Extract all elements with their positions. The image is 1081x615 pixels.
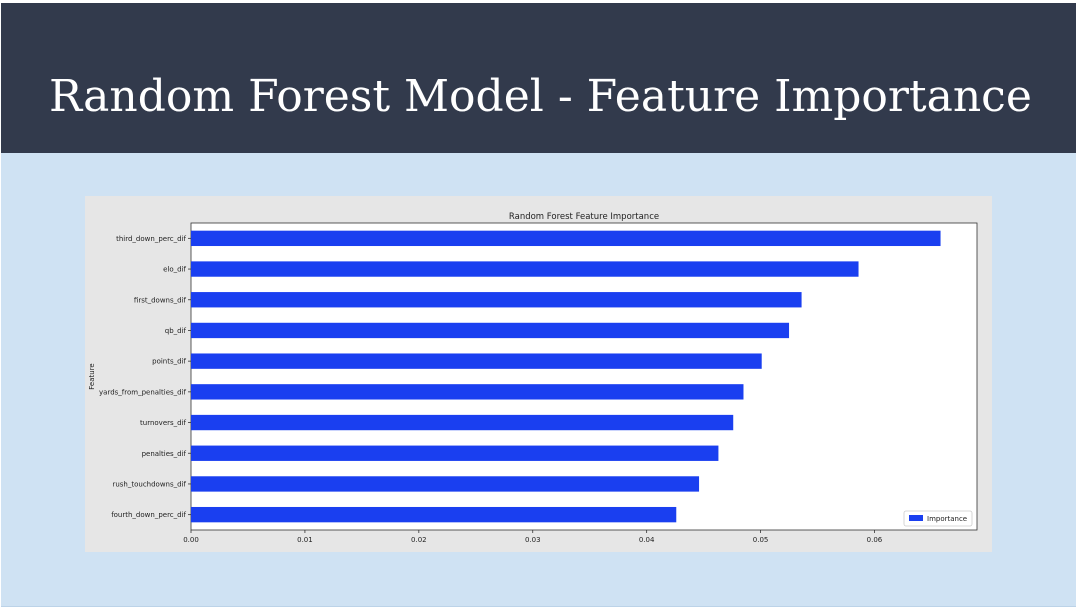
bar-rush_touchdowns_dif <box>191 476 700 492</box>
y-tick-label: points_dif <box>152 358 186 366</box>
bar-penalties_dif <box>191 445 719 461</box>
slide-title: Random Forest Model - Feature Importance <box>49 71 1032 122</box>
x-tick-label: 0.00 <box>183 536 199 544</box>
y-tick-label: qb_dif <box>165 327 187 335</box>
x-axis-ticks: 0.00 0.01 0.02 0.03 0.04 0.05 0.06 <box>183 530 883 544</box>
slide-header: Random Forest Model - Feature Importance <box>1 3 1076 153</box>
x-tick-label: 0.02 <box>411 536 427 544</box>
y-tick-label: rush_touchdowns_dif <box>112 480 186 488</box>
legend-box <box>903 510 973 527</box>
y-tick-label: first_downs_dif <box>134 296 187 304</box>
y-axis-label: Feature <box>88 363 96 389</box>
x-tick-label: 0.01 <box>297 536 313 544</box>
legend-label: Importance <box>927 515 967 523</box>
chart-title: Random Forest Feature Importance <box>509 212 659 222</box>
feature-importance-chart: Random Forest Feature Importance third_d… <box>85 196 992 552</box>
y-tick-label: fourth_down_perc_dif <box>111 511 186 519</box>
y-tick-label: penalties_dif <box>142 450 187 458</box>
bars-layer <box>191 230 941 523</box>
x-tick-label: 0.05 <box>753 536 769 544</box>
y-tick-label: yards_from_penalties_dif <box>99 388 187 396</box>
legend-swatch <box>909 515 923 521</box>
legend: Importance <box>903 510 973 527</box>
bar-turnovers_dif <box>191 414 734 431</box>
bar-third_down_perc_dif <box>191 230 941 247</box>
slide: Random Forest Model - Feature Importance… <box>1 3 1076 607</box>
bar-yards_from_penalties_dif <box>191 384 744 400</box>
y-axis-ticks: third_down_perc_dif elo_dif first_downs_di… <box>99 235 191 519</box>
x-tick-label: 0.06 <box>867 536 883 544</box>
bar-first_downs_dif <box>191 292 802 308</box>
y-tick-label: third_down_perc_dif <box>116 235 186 243</box>
bar-elo_dif <box>191 261 859 277</box>
x-tick-label: 0.04 <box>639 536 655 544</box>
x-tick-label: 0.03 <box>525 536 541 544</box>
y-tick-label: turnovers_dif <box>140 419 187 427</box>
bar-points_dif <box>191 353 762 369</box>
chart-svg: Random Forest Feature Importance third_d… <box>88 212 978 544</box>
bar-qb_dif <box>191 322 790 339</box>
bar-fourth_down_perc_dif <box>191 506 677 523</box>
y-tick-label: elo_dif <box>163 266 186 274</box>
